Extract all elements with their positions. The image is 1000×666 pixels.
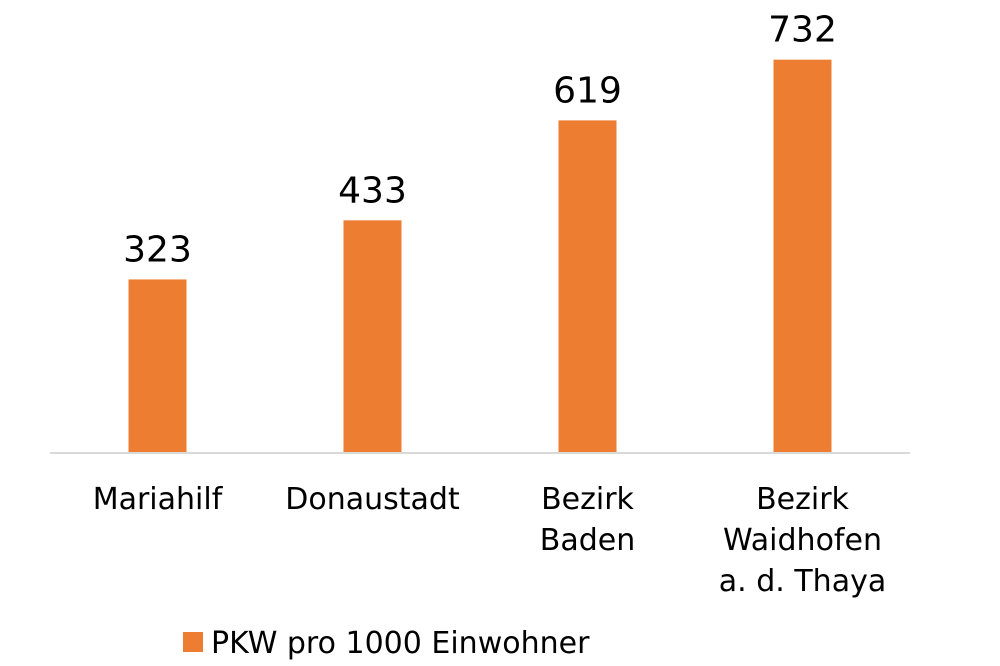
- legend-swatch: [183, 632, 203, 652]
- data-labels: 323 433 619 732: [123, 10, 837, 271]
- x-tick-label: Mariahilf: [93, 482, 224, 517]
- x-tick-label-line: Bezirk: [541, 482, 634, 517]
- bar-group: [128, 59, 832, 454]
- bar: [773, 59, 832, 454]
- bar: [128, 279, 187, 453]
- data-label: 732: [768, 10, 837, 51]
- x-tick-label: Donaustadt: [285, 482, 460, 517]
- x-tick-label-line: a. d. Thaya: [719, 564, 886, 599]
- data-label: 433: [338, 170, 407, 211]
- x-tick-label-line: Mariahilf: [93, 482, 224, 517]
- x-tick-label: Bezirk Baden: [540, 482, 635, 558]
- x-tick-label-line: Waidhofen: [723, 523, 882, 558]
- x-tick-label-line: Baden: [540, 523, 635, 558]
- data-label: 619: [553, 70, 622, 111]
- x-tick-label: Bezirk Waidhofen a. d. Thaya: [719, 482, 886, 599]
- legend-label: PKW pro 1000 Einwohner: [211, 626, 590, 661]
- x-tick-label-line: Donaustadt: [285, 482, 460, 517]
- x-axis-tick-labels: Mariahilf Donaustadt Bezirk Baden Bezirk Waid…: [93, 482, 887, 599]
- bar: [343, 220, 402, 453]
- legend: PKW pro 1000 Einwohner: [183, 626, 590, 661]
- x-tick-label-line: Bezirk: [756, 482, 849, 517]
- bar: [558, 120, 617, 454]
- data-label: 323: [123, 229, 192, 270]
